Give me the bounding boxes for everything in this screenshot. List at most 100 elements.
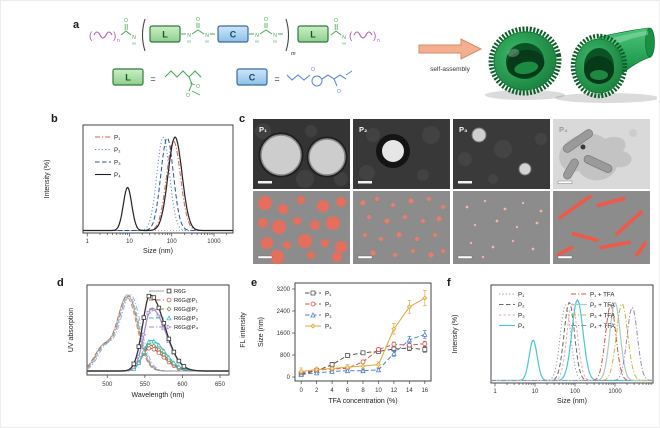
- abs-R6G@P₃: [86, 295, 229, 372]
- svg-text:O: O: [196, 17, 200, 23]
- legend-label: P₂: [518, 302, 525, 309]
- x-axis-label: TFA concentration (%): [328, 398, 397, 405]
- arrow-drawing: self-assembly: [418, 38, 483, 73]
- scale-bar: [557, 180, 573, 184]
- y-axis-label: Size (nm): [258, 317, 265, 347]
- series-P₁: [491, 304, 653, 381]
- legend-label: R6G@P₄: [174, 325, 199, 331]
- svg-text:N: N: [132, 35, 136, 41]
- legend-label: P₃: [114, 159, 121, 166]
- y-tick-label: 1600: [277, 331, 291, 337]
- panel-e-size-vs-tfa-chart: 0 2 4 6 8 10 12 14 16 0 800 1600 2400 3200 TFA concent…: [247, 271, 447, 426]
- scale-bar: [457, 255, 473, 259]
- scale-bar: [358, 181, 372, 184]
- y-tick-label: 800: [280, 353, 291, 359]
- series-P₁: [83, 140, 233, 231]
- x-tick-label: 1: [86, 239, 90, 245]
- monomer-box-label: C: [230, 30, 237, 40]
- legend-label: R6G@P₃: [174, 316, 199, 322]
- panel-d-label: d: [57, 277, 64, 289]
- fluorescence-image: [553, 191, 650, 264]
- svg-text:=: =: [274, 74, 279, 84]
- fluorescence-image: [453, 191, 550, 264]
- tem-P3: P₃: [453, 119, 550, 189]
- legend-label: P₁: [325, 290, 331, 297]
- panel-e-plot: 0 2 4 6 8 10 12 14 16 0 800 1600 2400 3200 TFA concent…: [258, 282, 432, 405]
- scale-bar: [257, 255, 273, 259]
- panel-a-label: a: [73, 19, 80, 31]
- self-assembly-arrow: self-assembly: [417, 31, 487, 75]
- micrograph-label: P₃: [459, 125, 468, 134]
- series-P₂ + TFA: [491, 301, 653, 382]
- panel-d-plot: 500 550 600 650 Wavelength (nm) UV absorption…: [68, 284, 247, 399]
- legend-label: P₂ + TFA: [590, 302, 616, 309]
- svg-text:H: H: [132, 41, 135, 46]
- svg-text:): ): [113, 31, 116, 42]
- series-P₁ + TFA: [491, 304, 653, 381]
- panel-e-label: e: [251, 277, 258, 289]
- x-tick-label: 1000: [608, 389, 622, 395]
- legend-label: P₄: [325, 323, 332, 330]
- svg-text:): ): [373, 31, 376, 42]
- x-tick-label: 8: [361, 388, 365, 394]
- legend-label: R6G@P₁: [174, 298, 198, 304]
- series-P₄ + TFA: [491, 307, 653, 381]
- legend-label: P₃: [325, 312, 332, 319]
- tube-ring: [488, 26, 562, 96]
- x-tick-label: 2: [315, 388, 319, 394]
- micrograph-label: P₁: [259, 125, 267, 134]
- x-tick-label: 600: [177, 382, 188, 388]
- legend-label: P₁: [114, 134, 120, 141]
- scale-bar: [357, 255, 373, 259]
- fluorescence-image: [353, 191, 450, 264]
- y-tick-label: 3200: [277, 287, 291, 293]
- micrograph-label: P₂: [359, 125, 367, 134]
- legend-label: P₄: [114, 172, 121, 179]
- x-tick-label: 100: [167, 239, 178, 245]
- arrow-label: self-assembly: [430, 66, 470, 73]
- legend-label: P₁: [518, 291, 524, 298]
- svg-text:N: N: [205, 33, 209, 39]
- svg-text:O: O: [337, 89, 341, 95]
- scale-bar: [557, 255, 573, 259]
- svg-text:=: =: [150, 74, 155, 84]
- fluorescence-image: [253, 191, 350, 264]
- monomer-box-label: L: [310, 30, 316, 40]
- panel-b-dls-chart: 1 10 100 1000 Size (nm) Intensity (%) P₁ P₂ P₃ P₄: [37, 109, 252, 269]
- panel-d-spectra-chart: 500 550 600 650 Wavelength (nm) UV absorption…: [29, 271, 261, 426]
- x-axis-label: Wavelength (nm): [131, 392, 184, 399]
- monomer-box-label: L: [162, 30, 168, 40]
- scale-bar: [458, 181, 472, 184]
- panel-c-label: c: [239, 113, 246, 125]
- tem-P2: P₂: [353, 119, 450, 189]
- svg-text:n: n: [377, 38, 380, 44]
- x-tick-label: 1000: [207, 239, 221, 245]
- series-P₃: [301, 333, 425, 375]
- legend-label: P₁ + TFA: [590, 291, 615, 298]
- y-axis-label-left: UV absorption: [68, 308, 75, 352]
- series-P₃: [83, 137, 233, 231]
- legend-label: P₂: [114, 147, 121, 154]
- x-tick-label: 10: [375, 388, 382, 394]
- svg-text:(: (: [349, 31, 353, 42]
- x-axis-label: Size (nm): [143, 248, 173, 255]
- panel-b-plot: 1 10 100 1000 Size (nm) Intensity (%) P₁ P₂ P₃ P₄: [44, 124, 234, 255]
- x-tick-label: 650: [215, 382, 226, 388]
- tem-P4: P₄: [553, 119, 650, 189]
- x-axis-label: Size (nm): [557, 398, 587, 405]
- x-tick-label: 500: [102, 382, 113, 388]
- scale-bar: [258, 181, 272, 184]
- svg-text:H: H: [342, 41, 345, 46]
- svg-text:m: m: [291, 51, 296, 57]
- x-tick-label: 12: [391, 388, 398, 394]
- x-tick-label: 6: [346, 388, 350, 394]
- legend-label: R6G: [174, 289, 186, 295]
- x-tick-label: 10: [126, 239, 133, 245]
- svg-text:O: O: [334, 18, 338, 24]
- monomer-box-label: L: [125, 73, 131, 83]
- x-tick-label: 14: [406, 388, 413, 394]
- nanotube-drawing: [485, 26, 659, 103]
